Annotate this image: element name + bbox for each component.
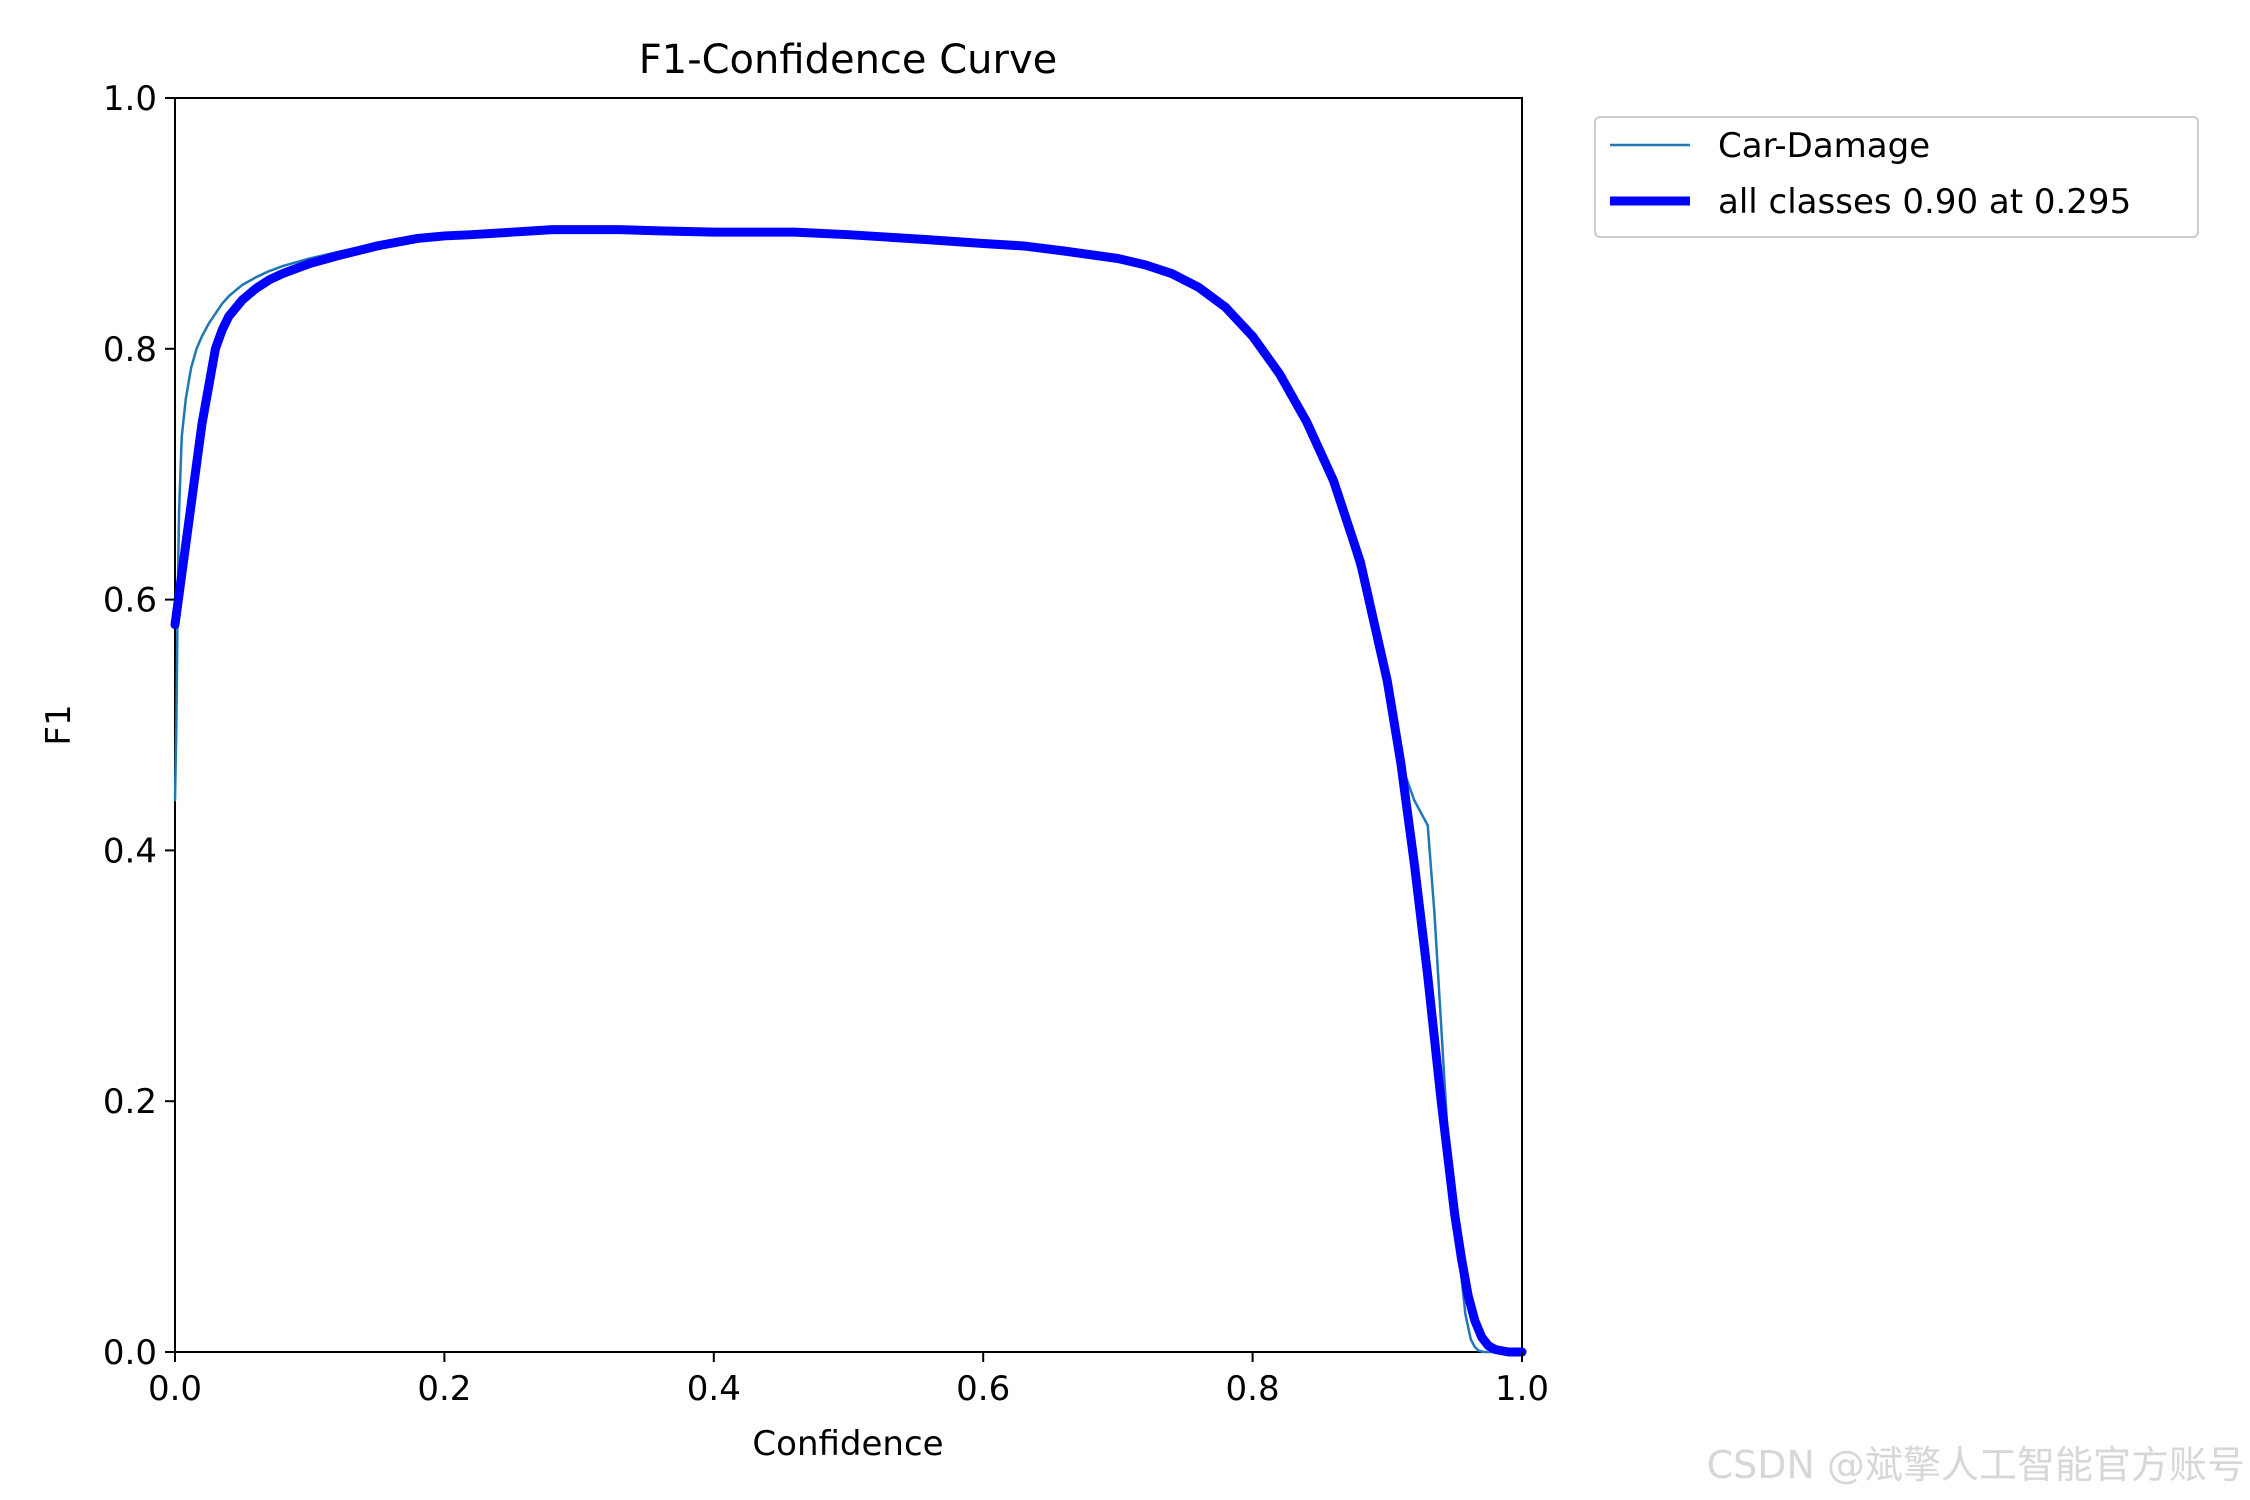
- y-tick-label: 0.0: [103, 1333, 157, 1373]
- x-tick-label: 1.0: [1495, 1369, 1549, 1409]
- series-layer: [170, 225, 1527, 1357]
- y-tick-label: 0.2: [103, 1082, 157, 1122]
- legend-label-all-classes: all classes 0.90 at 0.295: [1718, 182, 2131, 222]
- y-tick-label: 0.4: [103, 831, 157, 871]
- y-tick-label: 0.8: [103, 330, 157, 370]
- x-tick-label: 0.2: [417, 1369, 471, 1409]
- x-tick-label: 0.4: [687, 1369, 741, 1409]
- watermark: CSDN @斌擎人工智能官方账号: [1707, 1443, 2245, 1487]
- plot-area: [170, 97, 1527, 1357]
- legend-label-car-damage: Car-Damage: [1718, 126, 1930, 166]
- x-tick-label: 0.0: [148, 1369, 202, 1409]
- x-tick-label: 0.6: [956, 1369, 1010, 1409]
- legend: Car-Damage all classes 0.90 at 0.295: [1594, 116, 2199, 238]
- x-axis-label: Confidence: [752, 1424, 943, 1464]
- y-tick-label: 0.6: [103, 581, 157, 621]
- series-line-all-classes: [170, 225, 1527, 1357]
- legend-box: [1594, 116, 2199, 238]
- y-axis-label: F1: [39, 704, 79, 745]
- y-tick-label: 1.0: [103, 79, 157, 119]
- x-axis-ticks: 0.0 0.2 0.4 0.6 0.8 1.0: [148, 1352, 1549, 1409]
- chart-title: F1-Confidence Curve: [639, 37, 1058, 83]
- x-tick-label: 0.8: [1226, 1369, 1280, 1409]
- plot-frame: [174, 97, 1523, 1353]
- y-axis-ticks: 0.0 0.2 0.4 0.6 0.8 1.0: [103, 79, 175, 1373]
